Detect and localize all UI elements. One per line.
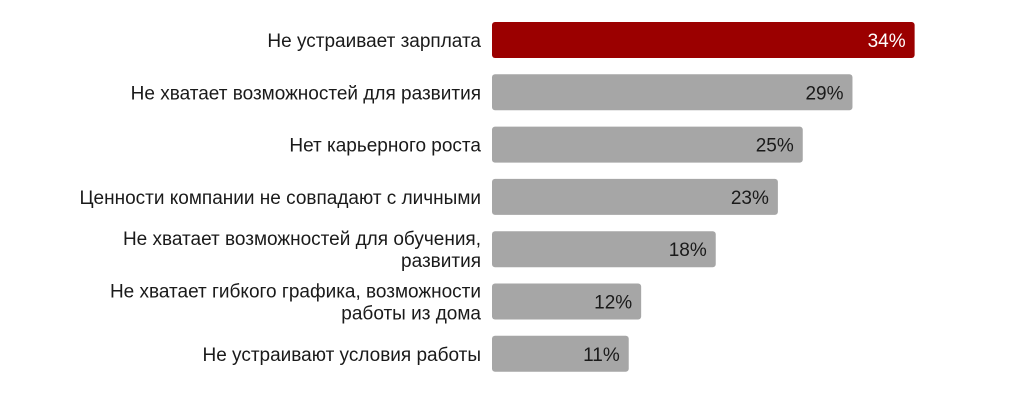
- category-label-5: Не хватает возможностей для обучения, раз…: [123, 229, 481, 272]
- bar-1: [492, 22, 915, 58]
- value-label-5: 18%: [669, 240, 707, 261]
- bar-4: [492, 178, 778, 215]
- category-label-6: Не хватает гибкого графика, возможности р…: [110, 282, 481, 325]
- bar-6: [492, 283, 642, 320]
- category-label-1: Не устраивает зарплата: [267, 31, 481, 52]
- category-label-3: Нет карьерного роста: [289, 136, 481, 157]
- bar-5: [492, 231, 716, 268]
- category-label-7: Не устраивают условия работы: [202, 345, 481, 366]
- value-label-1: 34%: [868, 31, 906, 52]
- value-label-4: 23%: [731, 188, 769, 209]
- bars-group: [492, 22, 915, 372]
- bar-7: [492, 335, 629, 372]
- value-label-3: 25%: [756, 136, 794, 157]
- value-label-6: 12%: [594, 293, 632, 314]
- value-labels-group: 34% 29% 25% 23% 18% 12% 11%: [583, 31, 906, 366]
- category-label-2: Не хватает возможностей для развития: [131, 83, 481, 104]
- category-labels-group: Не устраивает зарплата Не хватает возможн…: [79, 31, 481, 366]
- bar-2: [492, 74, 853, 111]
- category-label-4: Ценности компании не совпадают с личными: [79, 188, 481, 209]
- value-label-7: 11%: [583, 345, 620, 366]
- bar-3: [492, 126, 803, 163]
- value-label-2: 29%: [805, 83, 843, 104]
